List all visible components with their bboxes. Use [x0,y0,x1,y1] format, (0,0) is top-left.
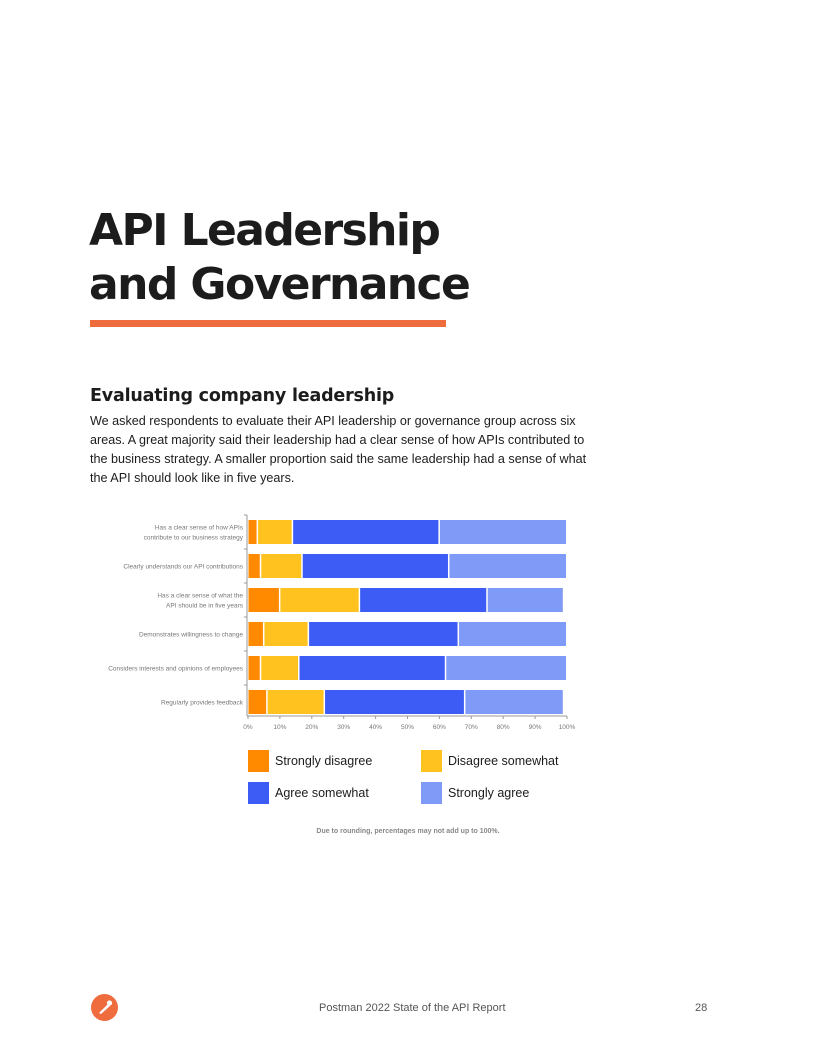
x-tick-label: 40% [369,724,382,731]
legend-item: Agree somewhat [248,782,369,804]
legend-label: Agree somewhat [275,786,369,800]
legend-label: Strongly disagree [275,754,373,768]
legend-item: Strongly disagree [248,750,372,772]
legend-swatch [248,782,269,804]
page-title-line-2: and Governance [89,259,471,310]
x-tick-label: 90% [529,724,542,731]
category-label: Regularly provides feedback [161,700,244,707]
stacked-bar-chart: Has a clear sense of how APIs contribute … [108,514,576,731]
bar-segment [302,554,448,578]
x-tick-label: 30% [337,724,350,731]
x-tick-label: 60% [433,724,446,731]
footer-report-title: Postman 2022 State of the API Report [319,1002,506,1014]
bar-segment [248,622,263,646]
category-label: Has a clear sense of how APIs [155,525,244,532]
bar-segment [248,520,257,544]
postman-logo-icon [91,994,118,1021]
legend-label: Disagree somewhat [448,754,559,768]
bar-segment [261,554,302,578]
bar-segment [248,690,267,714]
section-heading: Evaluating company leadership [90,386,395,406]
bar-segment [325,690,464,714]
legend-swatch [248,750,269,772]
legend-swatch [421,782,442,804]
legend-label: Strongly agree [448,786,530,800]
legend-swatch [421,750,442,772]
x-tick-label: 80% [497,724,510,731]
bar-segment [459,622,566,646]
x-tick-label: 70% [465,724,478,731]
bar-segment [280,588,359,612]
section-body: We asked respondents to evaluate their A… [90,414,587,485]
x-tick-label: 20% [305,724,318,731]
x-tick-label: 10% [273,724,286,731]
category-label: contribute to our business strategy [144,535,244,542]
category-label: Has a clear sense of what the [157,593,243,600]
bar-segment [258,520,292,544]
bar-segment [465,690,563,714]
page-number: 28 [695,1002,708,1014]
bar-segment [261,656,299,680]
bar-segment [267,690,324,714]
page-title: API Leadership and Governance [89,204,471,312]
chart-legend: Strongly disagree Disagree somewhat Agree … [248,750,608,810]
bar-segment [248,656,260,680]
legend-item: Strongly agree [421,782,529,804]
category-label: Demonstrates willingness to change [139,632,243,639]
bar-segment [309,622,458,646]
bar-segment [293,520,439,544]
bar-segment [487,588,563,612]
chart-footnote: Due to rounding, percentages may not add… [316,828,500,835]
x-tick-label: 50% [401,724,414,731]
category-label: Clearly understands our API contribution… [123,564,243,571]
bar-segment [248,554,260,578]
category-label: API should be in five years [166,603,244,610]
title-underline [90,320,446,327]
bar-segment [446,656,566,680]
x-tick-label: 0% [243,724,253,731]
bar-segment [439,520,566,544]
bar-segment [264,622,308,646]
bar-segment [299,656,445,680]
x-tick-label: 100% [559,724,576,731]
category-label: Considers interests and opinions of empl… [108,666,244,673]
bar-segment [248,588,279,612]
page-title-line-1: API Leadership [89,205,441,256]
bar-segment [449,554,566,578]
bar-segment [360,588,487,612]
legend-item: Disagree somewhat [421,750,558,772]
